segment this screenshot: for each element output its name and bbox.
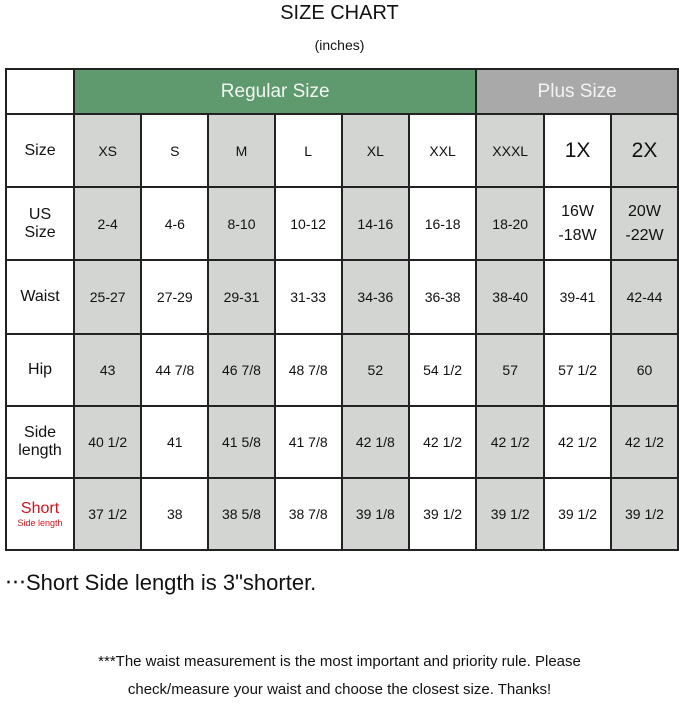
waist-note-line: ***The waist measurement is the most imp…: [98, 653, 581, 670]
cell-short: 38: [140, 477, 210, 551]
chart-title: SIZE CHART: [280, 2, 399, 24]
cell-us: 16-18: [407, 186, 478, 261]
corner-cell: [4, 68, 76, 115]
cell-short: 39 1/8: [340, 477, 410, 551]
cell-side: 42 1/2: [407, 405, 478, 479]
table-row: Size XS S M L XL XXL XXXL 1X 2X: [4, 113, 679, 188]
cell-hip: 46 7/8: [207, 333, 276, 407]
cell-hip: 43: [73, 333, 143, 407]
row-label-hip: Hip: [4, 333, 76, 407]
cell-side: 40 1/2: [73, 405, 143, 479]
row-label-short: Short: [20, 500, 60, 517]
cell-size: L: [273, 113, 343, 188]
cell-us: 16W -18W: [543, 186, 612, 261]
cell-us: 2-4: [73, 186, 143, 261]
cell-short: 38 7/8: [273, 477, 343, 551]
cell-size: XL: [340, 113, 410, 188]
cell-short: 38 5/8: [207, 477, 276, 551]
cell-us: 20W -22W: [609, 186, 679, 261]
cell-waist: 27-29: [140, 259, 210, 335]
cell-hip: 57 1/2: [543, 333, 612, 407]
group-header-plus: Plus Size: [475, 68, 679, 115]
cell-us: 4-6: [140, 186, 210, 261]
row-label-short: Short Side length: [4, 477, 76, 551]
row-label-line: Size: [24, 223, 56, 241]
waist-note-line: check/measure your waist and choose the …: [127, 681, 552, 698]
row-label-waist: Waist: [4, 259, 76, 335]
cell-hip: 52: [340, 333, 410, 407]
cell-waist: 31-33: [273, 259, 343, 335]
cell-size: S: [140, 113, 210, 188]
cell-waist: 36-38: [407, 259, 478, 335]
table-row: US Size 2-4 4-6 8-10 10-12 14-16 16-18 18-20 16W -…: [4, 186, 679, 261]
row-label-line: Side: [24, 424, 57, 441]
table-row: Side length 40 1/2 41 41 5/8 41 7/8 42 1/8 42 1…: [4, 405, 679, 479]
cell-waist: 42-44: [609, 259, 679, 335]
cell-size: XXL: [407, 113, 478, 188]
cell-short: 39 1/2: [407, 477, 478, 551]
cell-size: 2X: [609, 113, 679, 188]
cell-size: M: [207, 113, 276, 188]
row-label-line: length: [18, 442, 62, 459]
waist-note: ***The waist measurement is the most imp…: [0, 648, 679, 704]
cell-hip: 44 7/8: [140, 333, 210, 407]
cell-us: 14-16: [340, 186, 410, 261]
cell-side: 41: [140, 405, 210, 479]
table-row: Waist 25-27 27-29 29-31 31-33 34-36 36-38 38-40…: [4, 259, 679, 335]
cell-waist: 34-36: [340, 259, 410, 335]
size-table: Regular Size Plus Size Size XS S M L XL XXL XXXL 1…: [4, 68, 679, 551]
cell-side: 41 7/8: [273, 405, 343, 479]
cell-hip: 57: [475, 333, 546, 407]
group-header-regular: Regular Size: [73, 68, 478, 115]
table-row: Hip 43 44 7/8 46 7/8 48 7/8 52 54 1/2 57 57 1/2 6…: [4, 333, 679, 407]
row-label-size: Size: [4, 113, 76, 188]
cell-us: 10-12: [273, 186, 343, 261]
row-label-side: Side length: [4, 405, 76, 479]
short-note: ‧‧‧Short Side length is 3"shorter.: [5, 570, 317, 595]
cell-side: 42 1/2: [609, 405, 679, 479]
cell-us: 8-10: [207, 186, 276, 261]
row-label-line: US: [28, 205, 52, 223]
unit-label: (inches): [314, 37, 365, 53]
cell-waist: 38-40: [475, 259, 546, 335]
cell-side: 42 1/2: [543, 405, 612, 479]
cell-short: 37 1/2: [73, 477, 143, 551]
cell-short: 39 1/2: [543, 477, 612, 551]
cell-waist: 29-31: [207, 259, 276, 335]
cell-hip: 48 7/8: [273, 333, 343, 407]
cell-hip: 60: [609, 333, 679, 407]
cell-waist: 39-41: [543, 259, 612, 335]
row-label-us: US Size: [4, 186, 76, 261]
cell-short: 39 1/2: [609, 477, 679, 551]
cell-waist: 25-27: [73, 259, 143, 335]
cell-side: 42 1/8: [340, 405, 410, 479]
cell-short: 39 1/2: [475, 477, 546, 551]
cell-side: 41 5/8: [207, 405, 276, 479]
cell-size: XXXL: [475, 113, 546, 188]
row-label-short-sub: Side length: [17, 518, 63, 528]
cell-side: 42 1/2: [475, 405, 546, 479]
cell-us: 18-20: [475, 186, 546, 261]
cell-size: XS: [73, 113, 143, 188]
cell-hip: 54 1/2: [407, 333, 478, 407]
cell-size: 1X: [543, 113, 612, 188]
table-row: Short Side length 37 1/2 38 38 5/8 38 7/8 39 1…: [4, 477, 679, 551]
